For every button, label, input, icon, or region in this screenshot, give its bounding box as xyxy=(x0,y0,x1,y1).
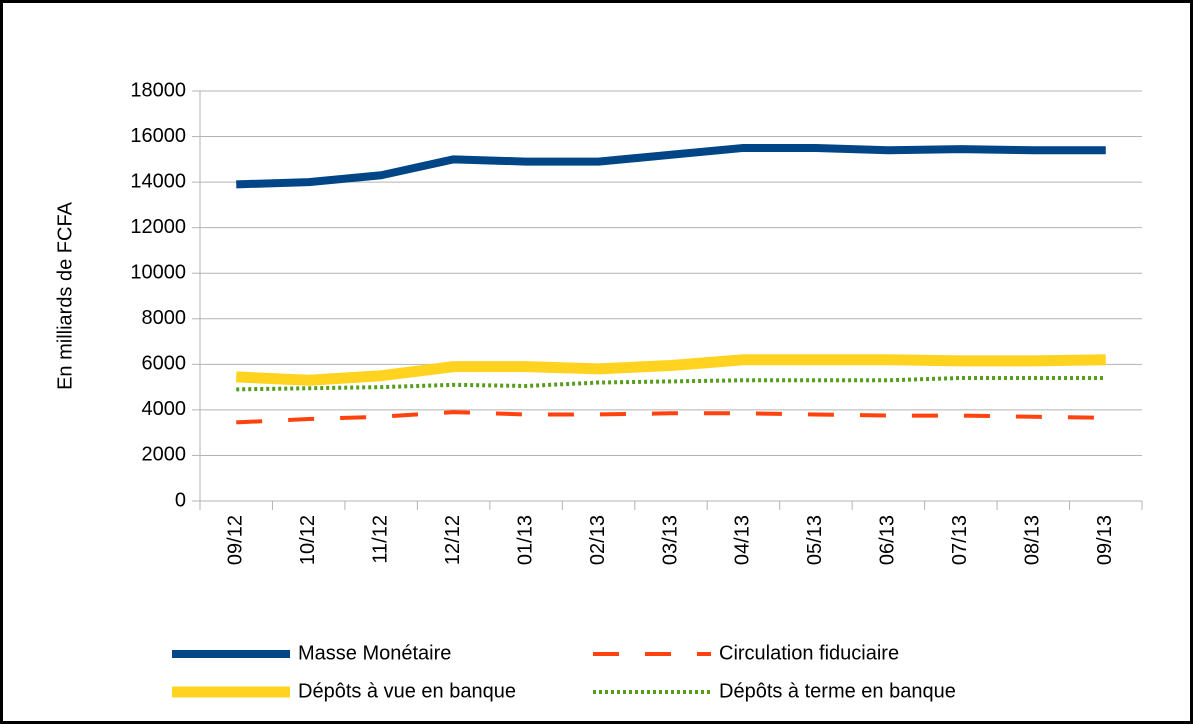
legend-label: Dépôts à vue en banque xyxy=(298,680,516,702)
series-line xyxy=(236,143,1106,189)
x-tick-label: 04/13 xyxy=(732,515,754,565)
y-tick-label: 10000 xyxy=(130,262,186,284)
y-tick-label: 2000 xyxy=(142,444,187,466)
x-tick-label: 11/12 xyxy=(369,515,391,564)
x-tick-label: 09/12 xyxy=(225,515,247,565)
x-tick-label: 12/12 xyxy=(442,515,464,565)
y-tick-label: 12000 xyxy=(130,216,186,238)
legend-label: Circulation fiduciaire xyxy=(719,642,899,664)
y-axis-label: En milliards de FCFA xyxy=(54,201,76,389)
y-tick-label: 6000 xyxy=(142,353,187,375)
legend-label: Dépôts à terme en banque xyxy=(719,680,956,702)
y-tick-label: 8000 xyxy=(142,307,187,329)
x-tick-label: 03/13 xyxy=(659,515,681,565)
y-tick-label: 16000 xyxy=(130,125,186,147)
legend-label: Masse Monétaire xyxy=(298,642,451,664)
x-tick-label: 05/13 xyxy=(804,515,826,565)
y-tick-label: 18000 xyxy=(130,79,186,101)
series-line xyxy=(236,376,1106,392)
y-tick-label: 4000 xyxy=(142,398,187,420)
x-tick-label: 02/13 xyxy=(587,515,609,565)
x-tick-label: 01/13 xyxy=(514,515,536,565)
x-tick-label: 06/13 xyxy=(877,515,899,565)
y-tick-label: 0 xyxy=(175,489,186,511)
series-line xyxy=(235,354,1106,386)
x-tick-label: 08/13 xyxy=(1022,515,1044,565)
x-tick-label: 09/13 xyxy=(1094,515,1116,565)
y-tick-label: 14000 xyxy=(130,170,186,192)
series-line xyxy=(236,410,1106,425)
x-tick-label: 10/12 xyxy=(297,515,319,565)
x-tick-label: 07/13 xyxy=(949,515,971,565)
